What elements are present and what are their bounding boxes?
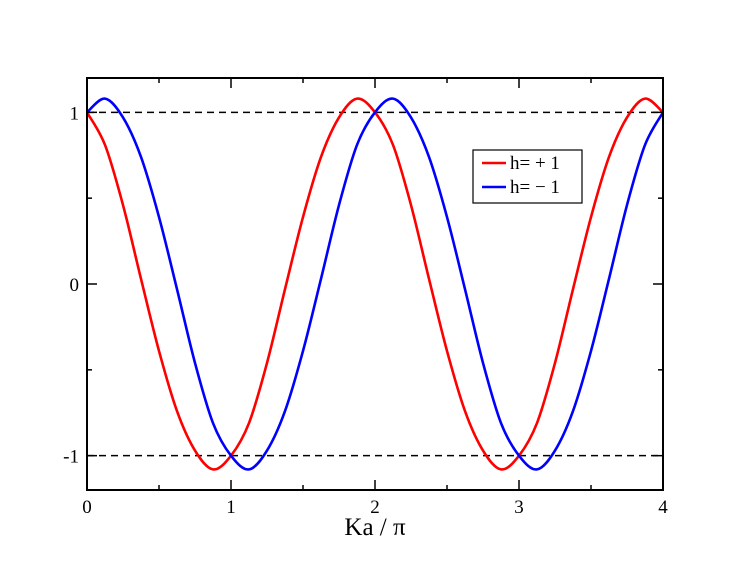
series-line-2 [86,97,665,471]
plot-frame [86,77,664,491]
legend-label: h= + 1 [510,153,560,174]
y-tick-label: 1 [70,103,80,124]
y-tick-label: -1 [63,447,79,468]
x-tick-label: 0 [82,497,92,518]
x-tick-label: 3 [514,497,524,518]
y-tick-label: 0 [70,275,80,296]
x-tick-label: 4 [658,497,668,518]
axis-ticks [86,78,664,490]
x-tick-label: 2 [370,497,380,518]
legend: h= + 1 h= − 1 [472,149,583,204]
tick-labels: 0 1 2 3 4 -1 0 1 [63,103,668,518]
x-tick-label: 1 [226,497,236,518]
legend-label: h= − 1 [510,177,560,198]
x-axis-title: Ka / π [344,514,406,541]
legend-box [472,149,583,204]
series-layer [85,97,665,471]
